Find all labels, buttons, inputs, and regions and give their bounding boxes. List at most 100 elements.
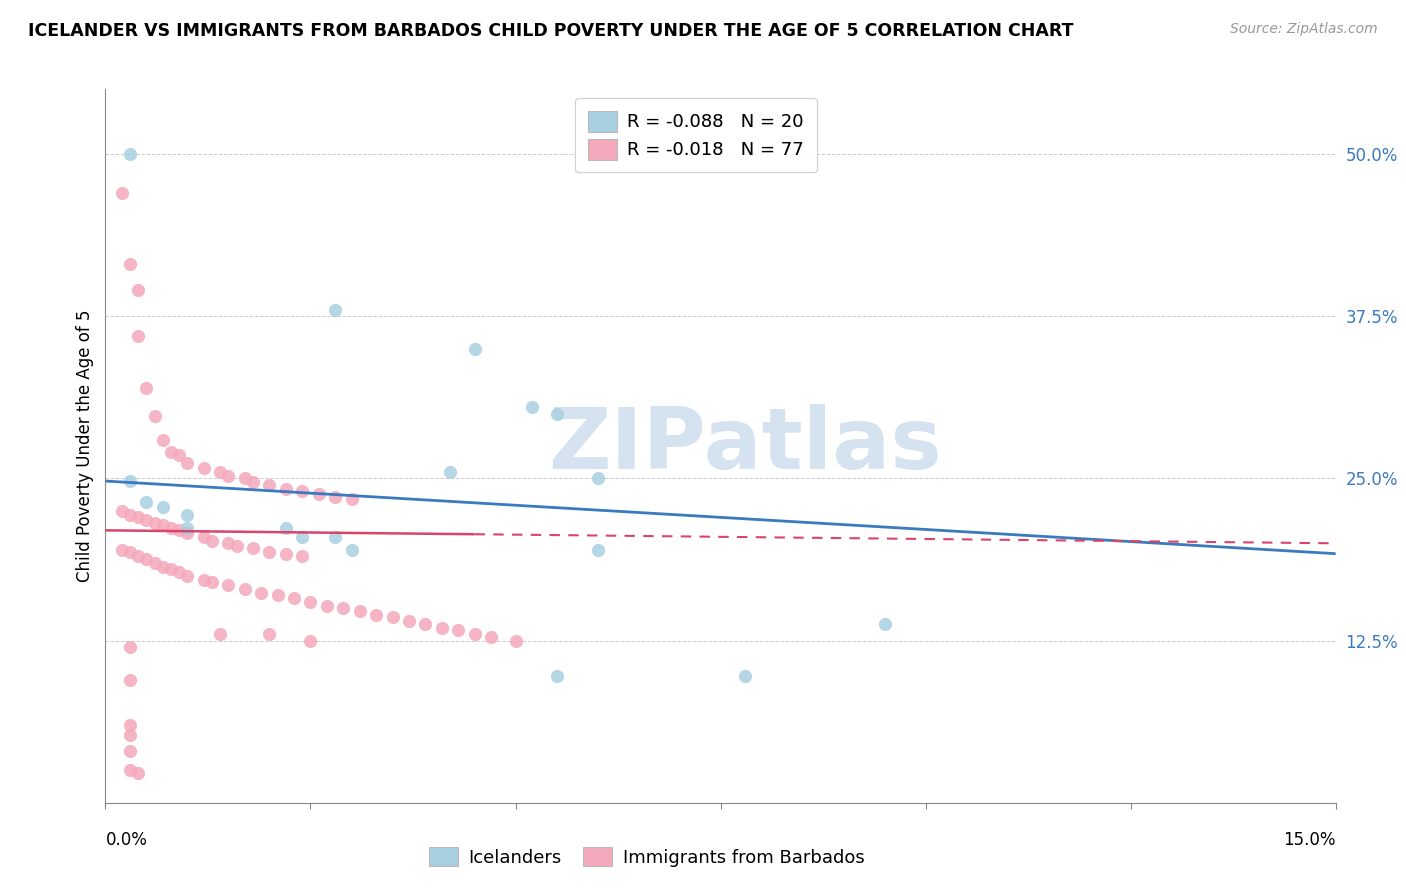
Point bbox=[176, 568, 198, 582]
Point bbox=[430, 621, 453, 635]
Point bbox=[873, 616, 896, 631]
Point bbox=[546, 407, 568, 421]
Point bbox=[176, 525, 198, 540]
Point bbox=[323, 530, 346, 544]
Point bbox=[464, 342, 486, 356]
Point bbox=[233, 471, 256, 485]
Point bbox=[160, 521, 183, 535]
Point bbox=[218, 578, 240, 592]
Text: 0.0%: 0.0% bbox=[105, 831, 148, 849]
Point bbox=[160, 562, 183, 576]
Point bbox=[135, 552, 157, 566]
Point bbox=[259, 627, 281, 641]
Point bbox=[299, 595, 322, 609]
Point bbox=[152, 500, 174, 514]
Point bbox=[586, 542, 609, 557]
Point bbox=[209, 627, 232, 641]
Point bbox=[464, 627, 486, 641]
Point bbox=[242, 541, 264, 556]
Point bbox=[439, 465, 461, 479]
Point bbox=[120, 147, 141, 161]
Point bbox=[135, 381, 157, 395]
Point bbox=[349, 604, 371, 618]
Text: ZIPatlas: ZIPatlas bbox=[548, 404, 942, 488]
Point bbox=[323, 302, 346, 317]
Point bbox=[259, 545, 281, 559]
Point bbox=[152, 559, 174, 574]
Point bbox=[120, 508, 141, 522]
Point bbox=[323, 490, 346, 504]
Point bbox=[218, 536, 240, 550]
Point bbox=[111, 542, 134, 557]
Point bbox=[267, 588, 290, 602]
Point bbox=[274, 521, 297, 535]
Point bbox=[169, 448, 191, 462]
Point bbox=[291, 484, 314, 499]
Point bbox=[193, 461, 215, 475]
Point bbox=[274, 482, 297, 496]
Point bbox=[209, 465, 232, 479]
Point bbox=[398, 614, 420, 628]
Text: Source: ZipAtlas.com: Source: ZipAtlas.com bbox=[1230, 22, 1378, 37]
Point bbox=[111, 186, 134, 200]
Point bbox=[152, 518, 174, 533]
Point bbox=[340, 492, 363, 507]
Point bbox=[135, 495, 157, 509]
Point bbox=[120, 718, 141, 732]
Point bbox=[299, 633, 322, 648]
Point bbox=[415, 616, 437, 631]
Point bbox=[135, 513, 157, 527]
Point bbox=[201, 575, 224, 590]
Point bbox=[143, 409, 166, 424]
Point bbox=[734, 668, 756, 682]
Point bbox=[169, 524, 191, 538]
Point bbox=[127, 549, 149, 564]
Point bbox=[218, 468, 240, 483]
Text: 15.0%: 15.0% bbox=[1284, 831, 1336, 849]
Point bbox=[127, 510, 149, 524]
Point bbox=[120, 744, 141, 758]
Point bbox=[120, 764, 141, 778]
Point bbox=[120, 640, 141, 654]
Point bbox=[340, 542, 363, 557]
Point bbox=[505, 633, 527, 648]
Y-axis label: Child Poverty Under the Age of 5: Child Poverty Under the Age of 5 bbox=[76, 310, 94, 582]
Point bbox=[169, 565, 191, 579]
Point bbox=[160, 445, 183, 459]
Point bbox=[120, 474, 141, 488]
Point bbox=[479, 630, 502, 644]
Point bbox=[127, 283, 149, 297]
Point bbox=[127, 328, 149, 343]
Point bbox=[316, 599, 339, 613]
Point bbox=[120, 545, 141, 559]
Point bbox=[152, 433, 174, 447]
Point bbox=[143, 516, 166, 530]
Point bbox=[274, 547, 297, 561]
Point bbox=[143, 556, 166, 570]
Point bbox=[242, 475, 264, 490]
Point bbox=[586, 471, 609, 485]
Point bbox=[176, 508, 198, 522]
Legend: Icelanders, Immigrants from Barbados: Icelanders, Immigrants from Barbados bbox=[422, 840, 872, 874]
Point bbox=[120, 673, 141, 687]
Point bbox=[291, 530, 314, 544]
Point bbox=[193, 573, 215, 587]
Point bbox=[225, 539, 247, 553]
Point bbox=[176, 521, 198, 535]
Point bbox=[520, 400, 543, 414]
Point bbox=[250, 585, 273, 599]
Point bbox=[308, 487, 330, 501]
Point bbox=[332, 601, 354, 615]
Point bbox=[381, 610, 404, 624]
Point bbox=[546, 668, 568, 682]
Point bbox=[366, 607, 388, 622]
Point bbox=[120, 728, 141, 742]
Point bbox=[291, 549, 314, 564]
Text: ICELANDER VS IMMIGRANTS FROM BARBADOS CHILD POVERTY UNDER THE AGE OF 5 CORRELATI: ICELANDER VS IMMIGRANTS FROM BARBADOS CH… bbox=[28, 22, 1074, 40]
Point bbox=[447, 624, 470, 638]
Point bbox=[193, 530, 215, 544]
Point bbox=[283, 591, 305, 605]
Point bbox=[111, 504, 134, 518]
Legend: R = -0.088   N = 20, R = -0.018   N = 77: R = -0.088 N = 20, R = -0.018 N = 77 bbox=[575, 98, 817, 172]
Point bbox=[176, 456, 198, 470]
